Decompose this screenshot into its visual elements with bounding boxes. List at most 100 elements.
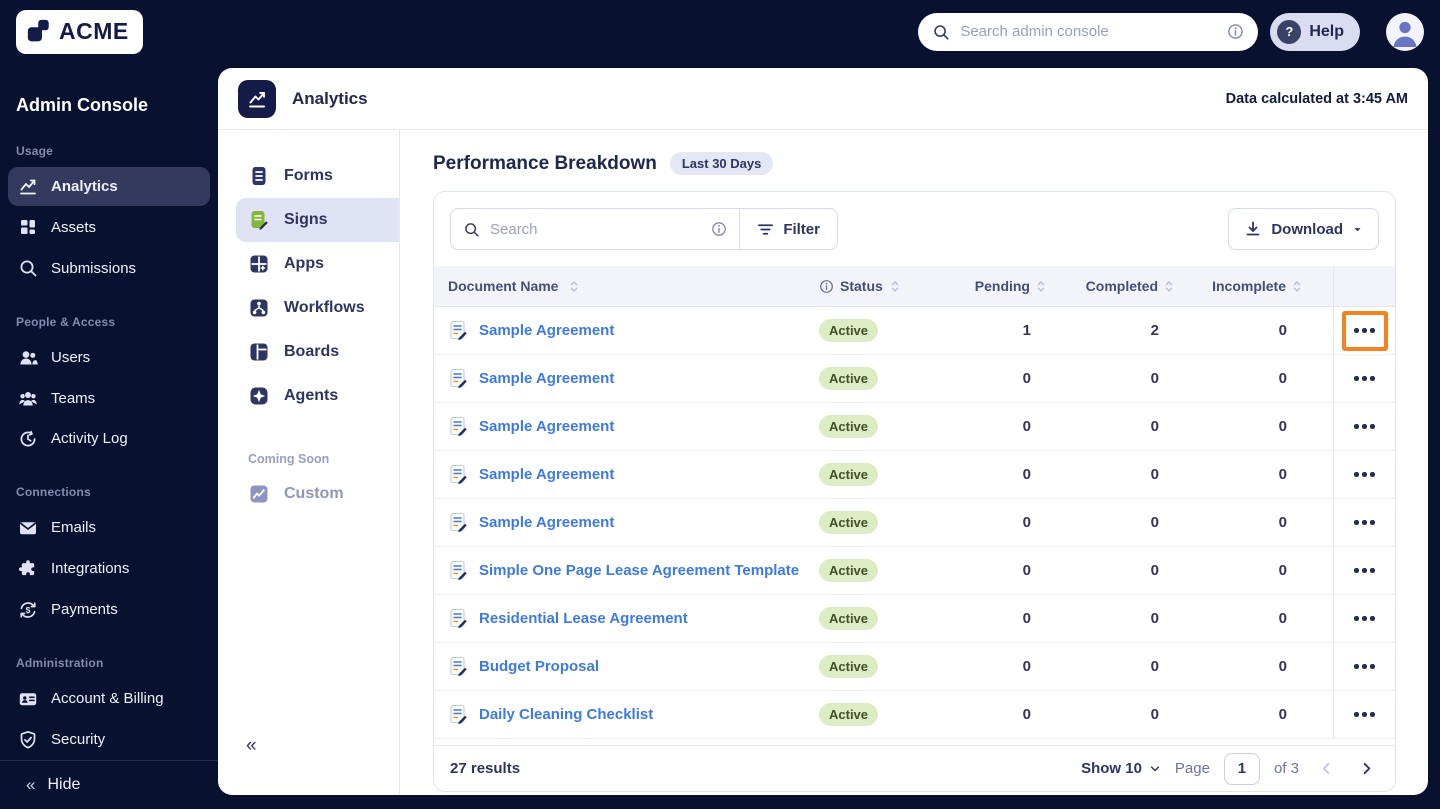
table-row: Sample Agreement Active 0 0 0 xyxy=(434,403,1395,451)
row-actions-button[interactable] xyxy=(1342,697,1388,733)
section-label-usage: Usage xyxy=(16,144,54,158)
nav-item-agents[interactable]: Agents xyxy=(218,374,399,418)
collapse-nav-button[interactable]: « xyxy=(246,735,256,756)
nav-item-workflows[interactable]: Workflows xyxy=(218,286,399,330)
sidebar-item-emails[interactable]: Emails xyxy=(8,508,210,547)
document-name-link[interactable]: Simple One Page Lease Agreement Template xyxy=(479,562,800,579)
sidebar-item-account-billing[interactable]: Account & Billing xyxy=(8,679,210,718)
admin-sidebar: Admin Console Usage Analytics Assets Sub… xyxy=(0,63,218,809)
sidebar-item-activity-log[interactable]: Activity Log xyxy=(8,420,210,459)
row-actions-button[interactable] xyxy=(1342,601,1388,637)
nav-item-apps[interactable]: Apps xyxy=(218,242,399,286)
users-icon xyxy=(20,351,38,365)
pending-value: 0 xyxy=(1022,370,1031,387)
brand-logo[interactable]: ACME xyxy=(16,9,143,54)
topbar: ACME ? Help xyxy=(0,0,1440,63)
document-name-link[interactable]: Sample Agreement xyxy=(479,514,615,531)
sidebar-item-users[interactable]: Users xyxy=(8,338,210,377)
search-icon xyxy=(465,222,479,237)
filter-button[interactable]: Filter xyxy=(739,209,837,249)
document-name-link[interactable]: Sample Agreement xyxy=(479,466,615,483)
status-badge: Active xyxy=(819,415,879,438)
agents-icon xyxy=(250,387,268,405)
question-mark-icon: ? xyxy=(1277,19,1302,44)
row-actions-button[interactable] xyxy=(1341,310,1388,351)
table-search-bar[interactable] xyxy=(451,209,739,249)
column-header-document-name[interactable]: Document Name xyxy=(434,278,819,294)
collapse-left-icon: « xyxy=(26,775,36,794)
svg-text:$: $ xyxy=(26,605,31,615)
document-name-link[interactable]: Sample Agreement xyxy=(479,322,615,339)
brand-logo-icon xyxy=(27,19,49,42)
row-actions-button[interactable] xyxy=(1342,553,1388,589)
admin-search-input[interactable] xyxy=(960,23,1218,40)
document-name-link[interactable]: Residential Lease Agreement xyxy=(479,610,688,627)
show-per-page-dropdown[interactable]: Show 10 xyxy=(1081,760,1161,777)
page-number-input[interactable] xyxy=(1223,752,1260,785)
column-header-incomplete[interactable]: Incomplete xyxy=(1205,278,1333,294)
row-actions-button[interactable] xyxy=(1342,457,1388,493)
download-button[interactable]: Download xyxy=(1228,208,1379,250)
previous-page-button[interactable] xyxy=(1313,756,1339,782)
sidebar-item-submissions[interactable]: Submissions xyxy=(8,249,210,288)
nav-item-boards[interactable]: Boards xyxy=(218,330,399,374)
status-badge: Active xyxy=(819,367,879,390)
pending-value: 0 xyxy=(1022,514,1031,531)
section-label-administration: Administration xyxy=(16,656,104,671)
sign-document-icon xyxy=(450,368,467,389)
table-search-input[interactable] xyxy=(490,220,702,238)
chevron-down-icon xyxy=(1150,765,1160,771)
incomplete-value: 0 xyxy=(1278,514,1287,531)
pending-value: 0 xyxy=(1022,706,1031,723)
incomplete-value: 0 xyxy=(1278,706,1287,723)
sidebar-item-integrations[interactable]: Integrations xyxy=(8,549,210,588)
incomplete-value: 0 xyxy=(1278,610,1287,627)
pending-value: 0 xyxy=(1022,658,1031,675)
next-page-button[interactable] xyxy=(1353,756,1379,782)
document-name-link[interactable]: Sample Agreement xyxy=(479,370,615,387)
admin-search-bar[interactable] xyxy=(918,12,1259,51)
pending-value: 0 xyxy=(1022,610,1031,627)
incomplete-value: 0 xyxy=(1278,658,1287,675)
completed-value: 0 xyxy=(1150,418,1159,435)
nav-item-signs[interactable]: Signs xyxy=(236,198,399,242)
document-name-link[interactable]: Budget Proposal xyxy=(479,658,600,675)
column-header-pending[interactable]: Pending xyxy=(949,278,1077,294)
help-button[interactable]: ? Help xyxy=(1270,12,1360,51)
custom-icon xyxy=(250,485,268,503)
document-name-link[interactable]: Daily Cleaning Checklist xyxy=(479,706,654,723)
row-actions-button[interactable] xyxy=(1342,361,1388,397)
row-actions-button[interactable] xyxy=(1342,409,1388,445)
sort-icon xyxy=(1165,280,1173,292)
row-actions-button[interactable] xyxy=(1342,649,1388,685)
document-name-link[interactable]: Sample Agreement xyxy=(479,418,615,435)
coming-soon-label: Coming Soon xyxy=(248,452,330,466)
apps-icon xyxy=(250,255,268,273)
date-range-badge: Last 30 Days xyxy=(669,152,774,175)
workflows-icon xyxy=(250,299,268,317)
sign-document-icon xyxy=(450,512,467,533)
table-row: Residential Lease Agreement Active 0 0 0 xyxy=(434,595,1395,643)
info-icon xyxy=(820,279,833,293)
row-actions-button[interactable] xyxy=(1342,505,1388,541)
id-card-icon xyxy=(19,692,37,705)
pending-value: 0 xyxy=(1022,466,1031,483)
sidebar-item-assets[interactable]: Assets xyxy=(8,208,210,247)
sidebar-item-payments[interactable]: $ Payments xyxy=(8,590,210,629)
hide-sidebar-button[interactable]: « Hide xyxy=(0,761,218,809)
completed-value: 0 xyxy=(1150,562,1159,579)
table-row: Simple One Page Lease Agreement Template… xyxy=(434,547,1395,595)
sidebar-item-analytics[interactable]: Analytics xyxy=(8,167,210,206)
sidebar-item-teams[interactable]: Teams xyxy=(8,379,210,418)
sidebar-item-security[interactable]: Security xyxy=(8,720,210,759)
user-avatar[interactable] xyxy=(1386,12,1424,51)
nav-item-custom[interactable]: Custom xyxy=(218,472,399,516)
teams-icon xyxy=(19,392,37,406)
sort-icon xyxy=(1293,280,1301,292)
column-header-status[interactable]: Status xyxy=(819,278,949,294)
incomplete-value: 0 xyxy=(1278,562,1287,579)
analytics-panel: Analytics Data calculated at 3:45 AM For… xyxy=(218,68,1428,795)
column-header-completed[interactable]: Completed xyxy=(1077,278,1205,294)
nav-item-forms[interactable]: Forms xyxy=(218,154,399,198)
section-label-people-access: People & Access xyxy=(16,314,116,329)
